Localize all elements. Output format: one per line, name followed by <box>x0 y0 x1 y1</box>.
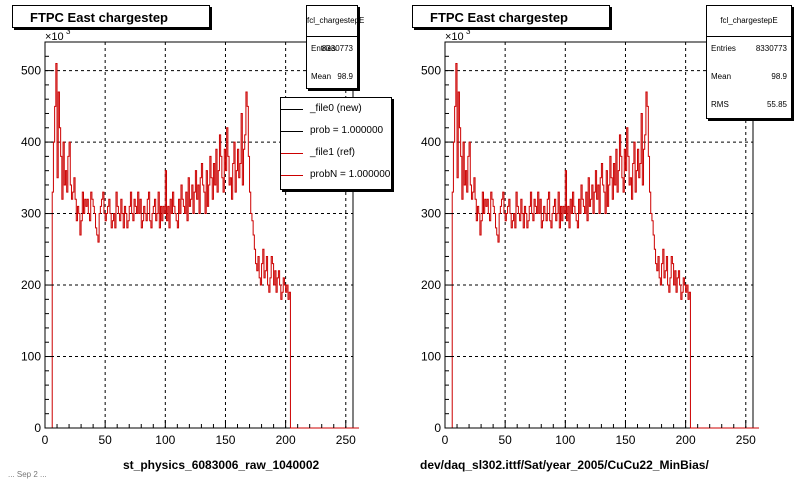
right-stats-rms-value: 55.85 <box>766 100 787 109</box>
left-y-tick-label: 200 <box>21 278 41 292</box>
legend-label-file1: _file1 (ref) <box>310 147 356 158</box>
right-x-tick-label: 0 <box>442 433 449 447</box>
left-y-multiplier: ×10 <box>45 31 64 43</box>
right-histogram-series <box>445 62 760 429</box>
left-y-tick-label: 500 <box>21 64 41 78</box>
left-x-tick-label: 100 <box>155 433 175 447</box>
right-x-tick-label: 250 <box>736 433 756 447</box>
left-x-tick-label: 250 <box>336 433 356 447</box>
right-stats-name: fcl_chargestepE <box>707 6 791 37</box>
left-y-tick-label: 400 <box>21 135 41 149</box>
right-y-tick-label: 400 <box>421 135 441 149</box>
left-chart-plot: 0 50 100 150 200 250 0 100 200 300 400 500 ×10 3 <box>21 27 360 447</box>
left-stats-row-mean: Mean 98.9 <box>311 72 353 84</box>
left-y-tick-label: 300 <box>21 207 41 221</box>
left-stats-entries-label: Entries <box>311 44 336 53</box>
left-stats-box: fcl_chargestepE Entries 8330773 Mean 98.… <box>306 5 364 89</box>
right-y-tick-label: 200 <box>421 278 441 292</box>
right-x-tick-label: 100 <box>555 433 575 447</box>
right-x-tick-label: 200 <box>676 433 696 447</box>
right-y-tick-label: 500 <box>421 64 441 78</box>
left-chart-title: FTPC East chargestep <box>12 5 210 28</box>
right-stats-row-entries: Entries 8330773 <box>711 44 787 56</box>
left-x-axis-label: st_physics_6083006_raw_1040002 <box>123 458 320 472</box>
right-y-multiplier-exp: 3 <box>466 27 471 36</box>
right-stats-entries-value: 8330773 <box>755 44 787 53</box>
right-stats-row-mean: Mean 98.9 <box>711 72 787 84</box>
left-stats-row-entries: Entries 8330773 <box>311 44 353 56</box>
legend-swatch-probn <box>281 175 303 176</box>
left-plot-frame <box>44 41 354 429</box>
legend-entry-file0: _file0 (new) <box>281 99 391 121</box>
legend-label-prob: prob = 1.000000 <box>310 125 384 136</box>
legend-entry-prob: prob = 1.000000 <box>281 121 391 143</box>
legend-swatch-file1 <box>281 153 303 154</box>
legend-box: _file0 (new) prob = 1.000000 _file1 (ref… <box>280 97 392 190</box>
right-stats-mean-value: 98.9 <box>771 72 787 81</box>
left-x-tick-label: 0 <box>42 433 49 447</box>
legend-label-file0: _file0 (new) <box>310 103 362 114</box>
right-y-tick-label: 100 <box>421 350 441 364</box>
left-x-tick-label: 50 <box>98 433 112 447</box>
right-y-multiplier: ×10 <box>445 31 464 43</box>
legend-label-probn: probN = 1.000000 <box>310 169 391 180</box>
left-stats-name: fcl_chargestepE <box>307 6 364 37</box>
left-x-tick-label: 200 <box>276 433 296 447</box>
right-x-tick-label: 50 <box>498 433 512 447</box>
right-x-axis-label: dev/daq_sl302.ittf/Sat/year_2005/CuCu22_… <box>420 458 709 472</box>
left-y-multiplier-exp: 3 <box>66 27 71 36</box>
legend-entry-probn: probN = 1.000000 <box>281 165 391 187</box>
legend-swatch-file0 <box>281 109 303 110</box>
right-stats-rms-label: RMS <box>711 100 729 109</box>
right-plot-frame <box>444 41 754 429</box>
right-chart-plot: 0 50 100 150 200 250 0 100 200 300 400 500 ×10 3 <box>421 27 760 447</box>
left-y-tick-label: 100 <box>21 350 41 364</box>
right-stats-entries-label: Entries <box>711 44 736 53</box>
left-stats-mean-value: 98.9 <box>337 72 353 81</box>
right-x-tick-label: 150 <box>615 433 635 447</box>
right-y-tick-label: 0 <box>434 421 441 435</box>
right-y-tick-label: 300 <box>421 207 441 221</box>
left-x-tick-label: 150 <box>215 433 235 447</box>
right-stats-box: fcl_chargestepE Entries 8330773 Mean 98.… <box>706 5 792 119</box>
legend-swatch-prob <box>281 131 303 132</box>
left-y-tick-label: 0 <box>34 421 41 435</box>
left-histogram-series <box>45 62 360 429</box>
right-chart-title: FTPC East chargestep <box>412 5 610 28</box>
left-stats-mean-label: Mean <box>311 72 332 81</box>
right-stats-row-rms: RMS 55.85 <box>711 100 787 112</box>
right-stats-mean-label: Mean <box>711 72 732 81</box>
legend-entry-file1: _file1 (ref) <box>281 143 391 165</box>
footer-timestamp: ... Sep 2 ... <box>8 470 47 479</box>
left-chart-panel: 0 50 100 150 200 250 0 100 200 300 400 500 ×10 3 FTPC… <box>12 5 392 472</box>
left-stats-entries-value: 8330773 <box>321 44 353 53</box>
right-chart-panel: 0 50 100 150 200 250 0 100 200 300 400 500 ×10 3 FTPC… <box>400 0 800 480</box>
